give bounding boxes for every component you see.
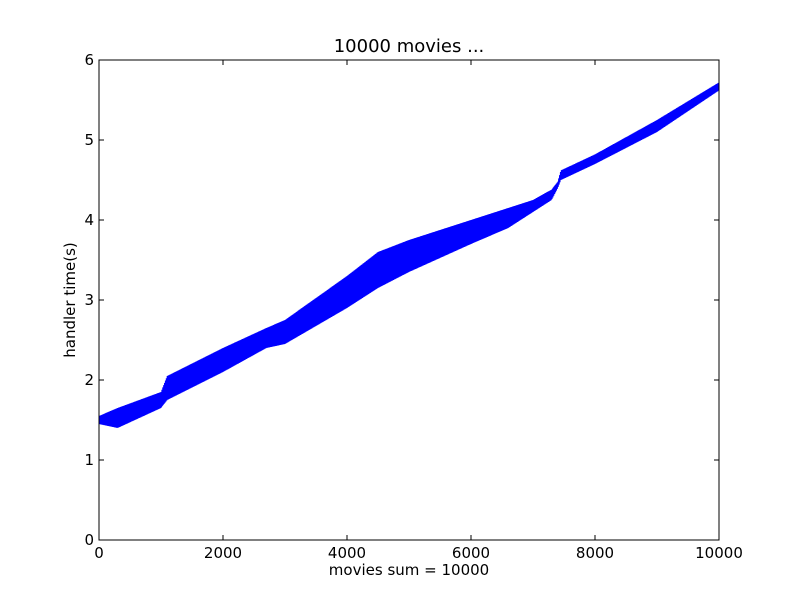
y-tick-label: 2 (84, 371, 94, 389)
x-tick-label: 6000 (452, 544, 490, 562)
x-tick-label: 8000 (576, 544, 614, 562)
y-tick-label: 3 (84, 291, 94, 309)
x-tick-label: 2000 (204, 544, 242, 562)
x-tick-label: 4000 (328, 544, 366, 562)
y-tick-label: 4 (84, 211, 94, 229)
y-tick-label: 6 (84, 51, 94, 69)
y-tick-label: 1 (84, 451, 94, 469)
plot-frame (98, 59, 720, 541)
y-axis-label: handler time(s) (61, 242, 79, 358)
x-tick-label: 10000 (695, 544, 743, 562)
x-tick-label: 0 (94, 544, 104, 562)
y-tick-label: 5 (84, 131, 94, 149)
chart-title: 10000 movies ... (333, 36, 485, 57)
x-axis-label: movies sum = 10000 (328, 561, 490, 579)
series-line-0 (98, 82, 720, 428)
y-tick-label: 0 (84, 531, 94, 549)
